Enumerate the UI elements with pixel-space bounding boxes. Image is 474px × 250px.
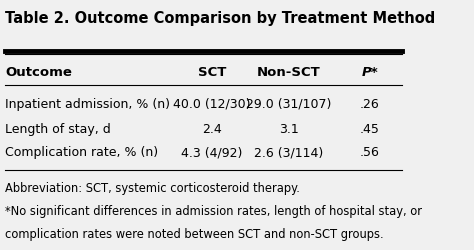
Text: Table 2. Outcome Comparison by Treatment Method: Table 2. Outcome Comparison by Treatment… bbox=[5, 11, 436, 26]
Text: 3.1: 3.1 bbox=[279, 122, 299, 136]
Text: 2.6 (3/114): 2.6 (3/114) bbox=[254, 146, 323, 159]
Text: 2.4: 2.4 bbox=[202, 122, 222, 136]
Text: SCT: SCT bbox=[198, 66, 226, 79]
Text: Inpatient admission, % (n): Inpatient admission, % (n) bbox=[5, 98, 171, 111]
Text: Length of stay, d: Length of stay, d bbox=[5, 122, 111, 136]
Text: 29.0 (31/107): 29.0 (31/107) bbox=[246, 98, 331, 111]
Text: *No significant differences in admission rates, length of hospital stay, or: *No significant differences in admission… bbox=[5, 205, 422, 218]
Text: P*: P* bbox=[361, 66, 378, 79]
Text: 40.0 (12/30): 40.0 (12/30) bbox=[173, 98, 251, 111]
Text: .45: .45 bbox=[360, 122, 380, 136]
Text: Non-SCT: Non-SCT bbox=[257, 66, 320, 79]
Text: Outcome: Outcome bbox=[5, 66, 73, 79]
Text: Abbreviation: SCT, systemic corticosteroid therapy.: Abbreviation: SCT, systemic corticostero… bbox=[5, 182, 301, 195]
Text: .56: .56 bbox=[360, 146, 380, 159]
Text: Complication rate, % (n): Complication rate, % (n) bbox=[5, 146, 159, 159]
Text: .26: .26 bbox=[360, 98, 380, 111]
Text: complication rates were noted between SCT and non-SCT groups.: complication rates were noted between SC… bbox=[5, 228, 384, 240]
Text: 4.3 (4/92): 4.3 (4/92) bbox=[181, 146, 243, 159]
